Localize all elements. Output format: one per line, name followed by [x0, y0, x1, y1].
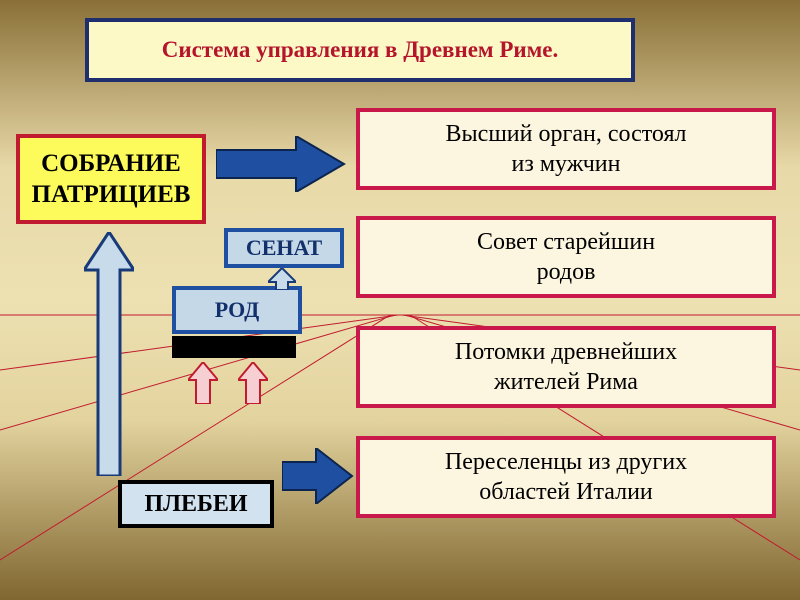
- desc2-line1: Совет старейшин: [477, 227, 655, 257]
- desc2-line2: родов: [537, 257, 596, 287]
- plebs-text: ПЛЕБЕИ: [144, 489, 247, 519]
- arrow-up-senate: [268, 268, 296, 290]
- black-bar: [172, 336, 296, 358]
- rod-text: РОД: [215, 296, 259, 324]
- arrow-right-2: [282, 448, 354, 504]
- desc-highest-organ: Высший орган, состоял из мужчин: [356, 108, 776, 190]
- desc-elders-council: Совет старейшин родов: [356, 216, 776, 298]
- desc4-line2: областей Италии: [479, 477, 653, 507]
- arrow-right-1: [216, 136, 346, 192]
- arrow-up-big: [84, 232, 134, 476]
- desc3-line1: Потомки древнейших: [455, 337, 677, 367]
- assembly-line2: ПАТРИЦИЕВ: [32, 179, 191, 210]
- title-box: Система управления в Древнем Риме.: [85, 18, 635, 82]
- assembly-line1: СОБРАНИЕ: [41, 148, 181, 179]
- desc-ancient-descendants: Потомки древнейших жителей Рима: [356, 326, 776, 408]
- rod-box: РОД: [172, 286, 302, 334]
- assembly-box: СОБРАНИЕ ПАТРИЦИЕВ: [16, 134, 206, 224]
- desc3-line2: жителей Рима: [494, 367, 638, 397]
- senate-box: СЕНАТ: [224, 228, 344, 268]
- title-text: Система управления в Древнем Риме.: [162, 37, 559, 63]
- desc1-line1: Высший орган, состоял: [446, 119, 687, 149]
- arrow-up-pink-1: [188, 362, 218, 404]
- senate-text: СЕНАТ: [246, 234, 322, 262]
- desc4-line1: Переселенцы из других: [445, 447, 687, 477]
- arrow-up-pink-2: [238, 362, 268, 404]
- desc1-line2: из мужчин: [512, 149, 621, 179]
- plebs-box: ПЛЕБЕИ: [118, 480, 274, 528]
- desc-immigrants: Переселенцы из других областей Италии: [356, 436, 776, 518]
